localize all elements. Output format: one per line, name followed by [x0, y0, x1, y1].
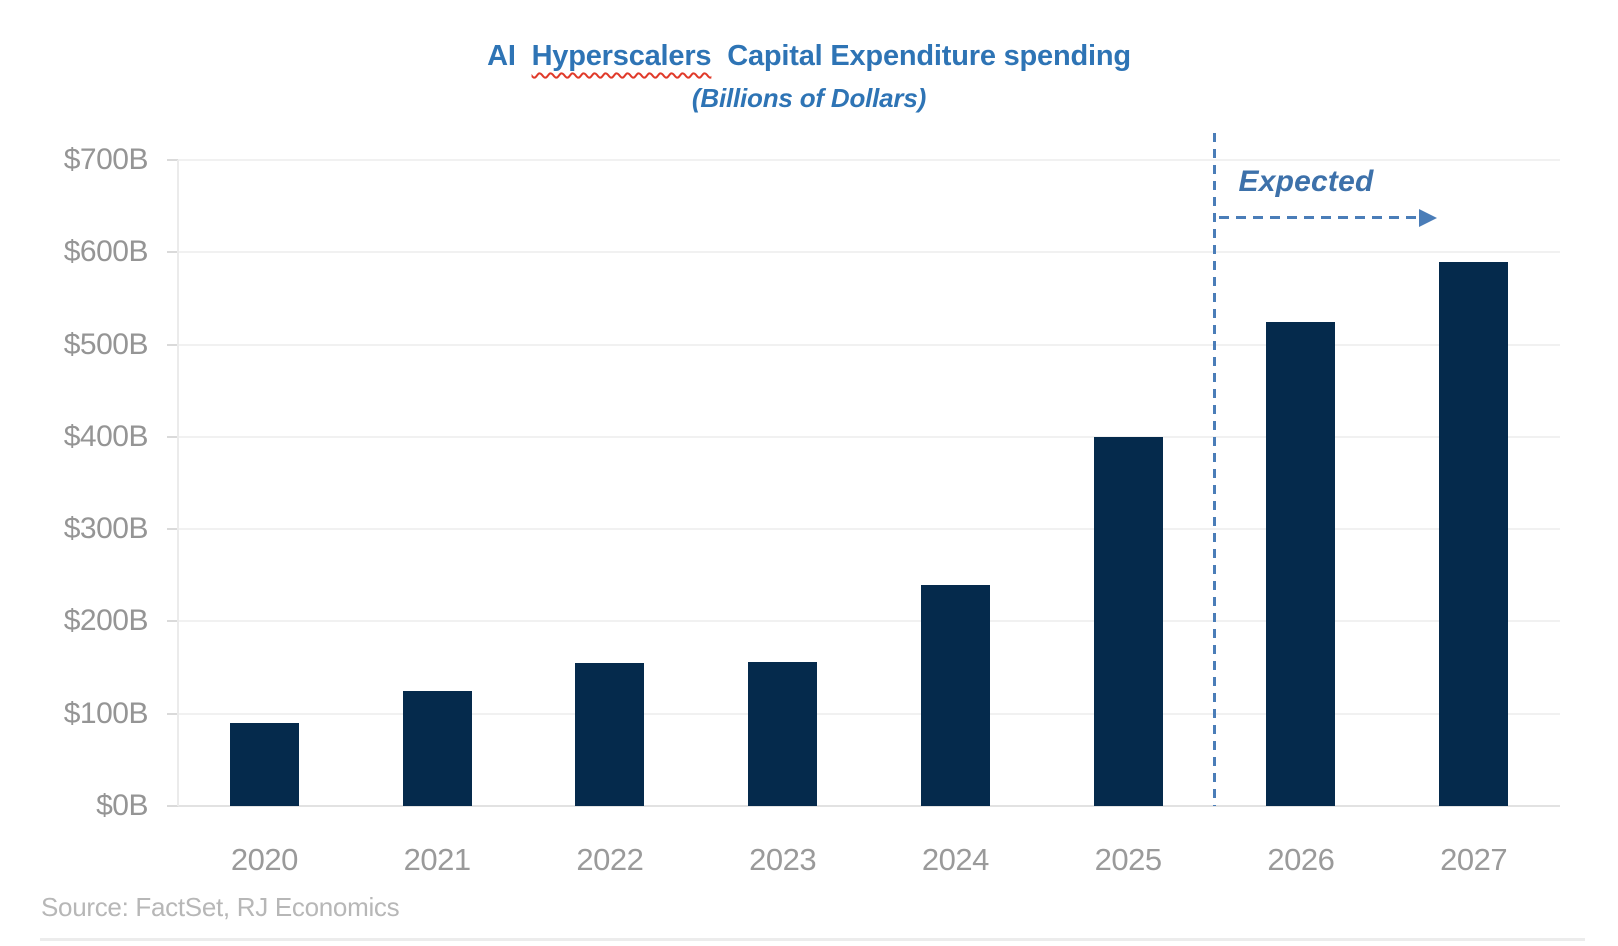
y-tick-mark-500: [167, 343, 178, 346]
bottom-rule: [40, 938, 1585, 941]
bar-2021: [402, 690, 472, 806]
x-axis-label-2027: 2027: [1440, 842, 1508, 877]
x-axis-label-2025: 2025: [1094, 842, 1162, 877]
bar-2023: [748, 662, 818, 806]
x-axis-label-2026: 2026: [1267, 842, 1335, 877]
y-tick-mark-300: [167, 528, 178, 531]
x-axis-label-2023: 2023: [749, 842, 817, 877]
x-axis-label-2024: 2024: [921, 842, 989, 877]
title-text-part1: AI: [487, 40, 516, 72]
gridline-400: [178, 435, 1560, 438]
bar-2025: [1093, 436, 1163, 806]
y-tick-label-600: $600B: [63, 235, 149, 269]
title-text-part2: Capital Expenditure spending: [727, 40, 1131, 72]
y-tick-label-400: $400B: [63, 419, 149, 453]
y-tick-label-300: $300B: [63, 512, 149, 546]
gridline-100: [178, 712, 1560, 715]
bar-2024: [920, 584, 990, 806]
x-axis-label-2022: 2022: [576, 842, 644, 877]
y-tick-label-0: $0B: [96, 789, 148, 822]
x-axis-baseline: [178, 805, 1560, 807]
y-tick-mark-200: [167, 620, 178, 623]
y-tick-label-100: $100B: [63, 696, 149, 730]
gridline-500: [178, 343, 1560, 346]
bar-2026: [1266, 321, 1336, 806]
x-axis-label-2020: 2020: [230, 842, 298, 877]
source-note: Source: FactSet, RJ Economics: [41, 892, 400, 922]
gridline-600: [178, 251, 1560, 254]
y-tick-label-500: $500B: [63, 327, 149, 361]
title-text-misspelled: Hyperscalers: [531, 40, 712, 72]
y-tick-mark-0: [167, 805, 178, 807]
chart-subtitle: (Billions of Dollars): [691, 83, 927, 113]
y-tick-mark-700: [167, 159, 178, 161]
forecast-divider-line: [1213, 133, 1216, 806]
y-tick-label-700: $700B: [63, 143, 149, 176]
bar-2020: [229, 722, 299, 806]
bar-2022: [575, 662, 645, 806]
y-tick-label-200: $200B: [63, 604, 149, 638]
expected-arrow-line: [1218, 216, 1419, 219]
gridline-200: [178, 620, 1560, 623]
y-tick-mark-100: [167, 712, 178, 715]
bar-2027: [1439, 261, 1509, 806]
gridline-300: [178, 528, 1560, 531]
y-axis-line: [177, 160, 179, 806]
expected-arrow-head-icon: [1418, 209, 1437, 227]
y-tick-mark-600: [167, 251, 178, 254]
x-axis-label-2021: 2021: [403, 842, 471, 877]
chart-title: AI Hyperscalers Capital Expenditure spen…: [0, 40, 1618, 73]
y-tick-mark-400: [167, 435, 178, 438]
expected-label: Expected: [1238, 165, 1374, 198]
gridline-700: [178, 159, 1560, 161]
